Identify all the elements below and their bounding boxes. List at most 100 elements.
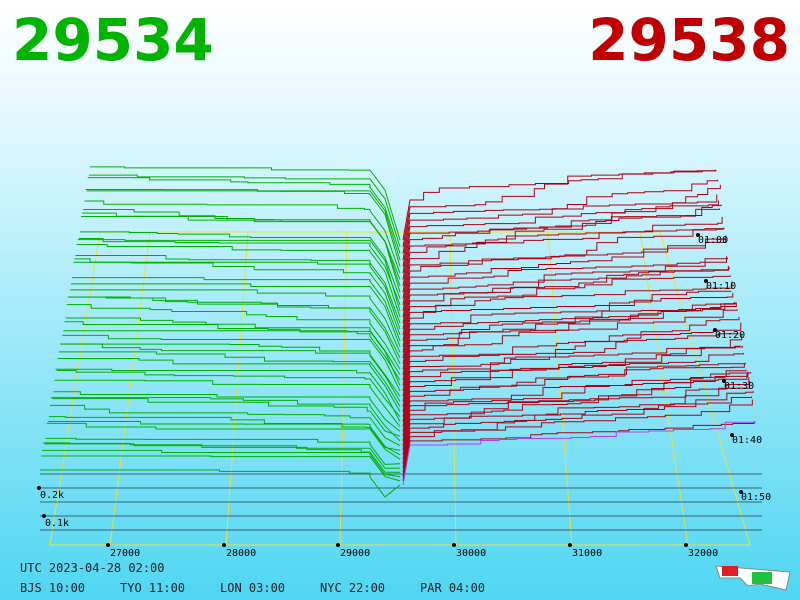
ask-depth-line	[402, 391, 754, 477]
tick-dot	[568, 543, 572, 547]
ask-depth-line	[402, 332, 739, 397]
tick-dot	[722, 379, 726, 383]
bid-depth-line	[87, 177, 401, 254]
bid-depth-line	[78, 238, 401, 305]
bid-depth-line	[76, 244, 401, 318]
bid-depth-line	[51, 397, 401, 442]
bid-depth-line	[67, 296, 401, 364]
ask-depth-line	[402, 228, 724, 299]
ask-depth-line	[402, 345, 741, 407]
bid-depth-line	[73, 261, 401, 336]
tick-dot	[704, 279, 708, 283]
ask-depth-line	[402, 372, 748, 446]
ask-depth-line	[402, 371, 752, 464]
ask-depth-line	[402, 421, 755, 481]
ask-depth-line	[402, 369, 747, 442]
time-label: 01:50	[741, 492, 771, 503]
ask-depth-line	[402, 333, 743, 417]
time-label: 01:30	[724, 381, 754, 392]
bid-depth-line	[66, 304, 401, 370]
tick-dot	[336, 543, 340, 547]
price-label: 28000	[226, 548, 256, 559]
zone-time: TYO 11:00	[120, 581, 185, 595]
ask-depth-line	[402, 235, 727, 318]
ask-depth-line	[402, 352, 744, 427]
ask-depth-line	[402, 345, 744, 422]
ask-depth-line	[402, 208, 720, 274]
time-label: 01:00	[698, 235, 728, 246]
time-label: 01:40	[732, 435, 762, 446]
bid-depth-line	[85, 189, 401, 267]
ask-price: 29538	[588, 6, 790, 74]
bid-depth-line	[40, 469, 401, 498]
bid-price: 29534	[12, 6, 214, 74]
ask-depth-line	[402, 316, 740, 402]
price-label: 29000	[340, 548, 370, 559]
price-label: 32000	[688, 548, 718, 559]
ask-depth-line	[402, 200, 720, 267]
bid-depth-line	[63, 330, 401, 386]
bid-depth-line	[58, 351, 401, 407]
time-label: 01:20	[715, 330, 745, 341]
ask-depth-line	[402, 217, 723, 293]
ask-depth-line	[402, 256, 728, 324]
bid-depth-line	[53, 391, 401, 432]
bid-depth-line	[83, 209, 401, 280]
bid-depth-line	[64, 321, 401, 381]
volume-label: 0.2k	[40, 490, 64, 501]
ask-depth-line	[402, 396, 752, 469]
bid-depth-line	[90, 166, 401, 241]
tick-dot	[452, 543, 456, 547]
floor-line	[547, 231, 573, 546]
tick-dot	[106, 543, 110, 547]
ask-depth-line	[402, 238, 726, 312]
ask-depth-line	[402, 363, 745, 432]
tick-dot	[696, 233, 700, 237]
ask-depth-line	[402, 371, 749, 451]
ask-depth-line	[402, 267, 730, 341]
bid-depth-line	[88, 174, 401, 247]
ask-depth-line	[402, 169, 717, 247]
ask-depth-line	[402, 281, 733, 359]
tick-dot	[713, 328, 717, 332]
bid-depth-line	[41, 455, 401, 482]
floor-line	[449, 231, 457, 546]
ask-depth-line	[402, 302, 737, 386]
ask-depth-line	[402, 292, 734, 364]
bid-depth-line	[54, 379, 401, 427]
tick-dot	[42, 514, 46, 518]
bid-depth-line	[48, 416, 401, 451]
floor-line	[339, 231, 348, 546]
ask-depth-line	[402, 302, 736, 381]
time-label: 01:10	[706, 281, 736, 292]
tick-dot	[37, 486, 41, 490]
bid-depth-line	[70, 289, 401, 353]
price-label: 30000	[456, 548, 486, 559]
zone-time: NYC 22:00	[320, 581, 385, 595]
zone-time: BJS 10:00	[20, 581, 85, 595]
ask-depth-line	[402, 257, 728, 330]
bid-depth-line	[57, 358, 401, 412]
bid-depth-line	[42, 449, 401, 478]
ask-depth-line	[402, 377, 750, 455]
bid-depth-line	[46, 422, 401, 460]
ask-depth-line	[402, 380, 751, 460]
utc-time: UTC 2023-04-28 02:00	[20, 561, 165, 575]
depth-lines	[40, 166, 756, 498]
ask-depth-line	[402, 179, 719, 261]
tick-dot	[684, 543, 688, 547]
bid-depth-line	[47, 420, 401, 456]
ask-depth-line	[402, 309, 738, 392]
zone-time: PAR 04:00	[420, 581, 485, 595]
ask-depth-line	[402, 399, 753, 473]
bid-depth-line	[45, 437, 401, 465]
bid-depth-line	[77, 239, 401, 312]
ask-depth-line	[402, 184, 721, 280]
ask-depth-line	[402, 227, 725, 305]
bid-depth-line	[43, 442, 401, 473]
bid-depth-line	[55, 368, 401, 422]
ask-depth-line	[402, 302, 736, 375]
